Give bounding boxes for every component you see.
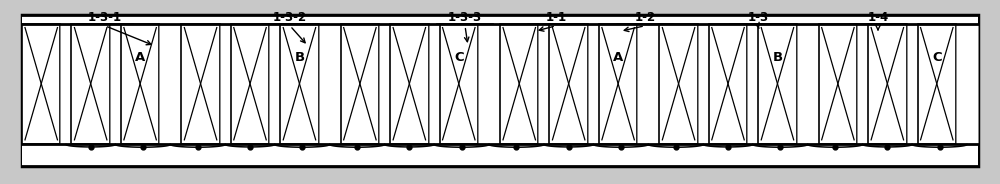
Bar xyxy=(269,24,280,144)
Bar xyxy=(956,24,978,144)
Bar xyxy=(500,24,538,144)
Bar xyxy=(390,24,429,144)
Bar xyxy=(549,24,588,144)
Bar xyxy=(60,24,71,144)
Bar xyxy=(319,24,341,144)
Text: 1-3-2: 1-3-2 xyxy=(273,11,307,24)
Bar xyxy=(121,24,159,144)
Bar xyxy=(588,24,599,144)
Bar xyxy=(440,24,478,144)
Bar xyxy=(22,144,978,166)
Bar xyxy=(181,24,220,144)
Bar xyxy=(22,15,978,24)
Bar xyxy=(538,24,549,144)
Bar xyxy=(22,24,60,144)
Bar xyxy=(280,24,319,144)
Bar xyxy=(907,24,918,144)
Text: A: A xyxy=(613,51,623,64)
Bar xyxy=(797,24,819,144)
Text: C: C xyxy=(454,51,464,64)
Bar xyxy=(758,24,797,144)
Bar xyxy=(868,24,907,144)
Bar xyxy=(599,24,637,144)
Text: 1-1: 1-1 xyxy=(545,11,567,24)
Bar xyxy=(159,24,181,144)
Bar xyxy=(341,24,379,144)
Text: 1-4: 1-4 xyxy=(867,11,889,24)
Bar xyxy=(659,24,698,144)
Bar xyxy=(478,24,500,144)
Text: 1-3: 1-3 xyxy=(747,11,769,24)
Bar xyxy=(429,24,440,144)
Bar xyxy=(71,24,110,144)
Bar xyxy=(110,24,121,144)
Bar xyxy=(220,24,231,144)
Text: 1-2: 1-2 xyxy=(634,11,656,24)
Bar xyxy=(231,24,269,144)
Bar xyxy=(918,24,956,144)
Bar xyxy=(637,24,659,144)
Bar xyxy=(819,24,857,144)
Text: C: C xyxy=(932,51,942,64)
Text: A: A xyxy=(135,51,145,64)
Bar xyxy=(22,15,978,166)
Text: 1-3-3: 1-3-3 xyxy=(448,11,482,24)
Bar xyxy=(857,24,868,144)
Text: B: B xyxy=(294,51,305,64)
Text: B: B xyxy=(772,51,783,64)
Bar xyxy=(379,24,390,144)
Text: 1-3-1: 1-3-1 xyxy=(88,11,122,24)
Bar xyxy=(747,24,758,144)
Bar xyxy=(709,24,747,144)
Bar xyxy=(698,24,709,144)
